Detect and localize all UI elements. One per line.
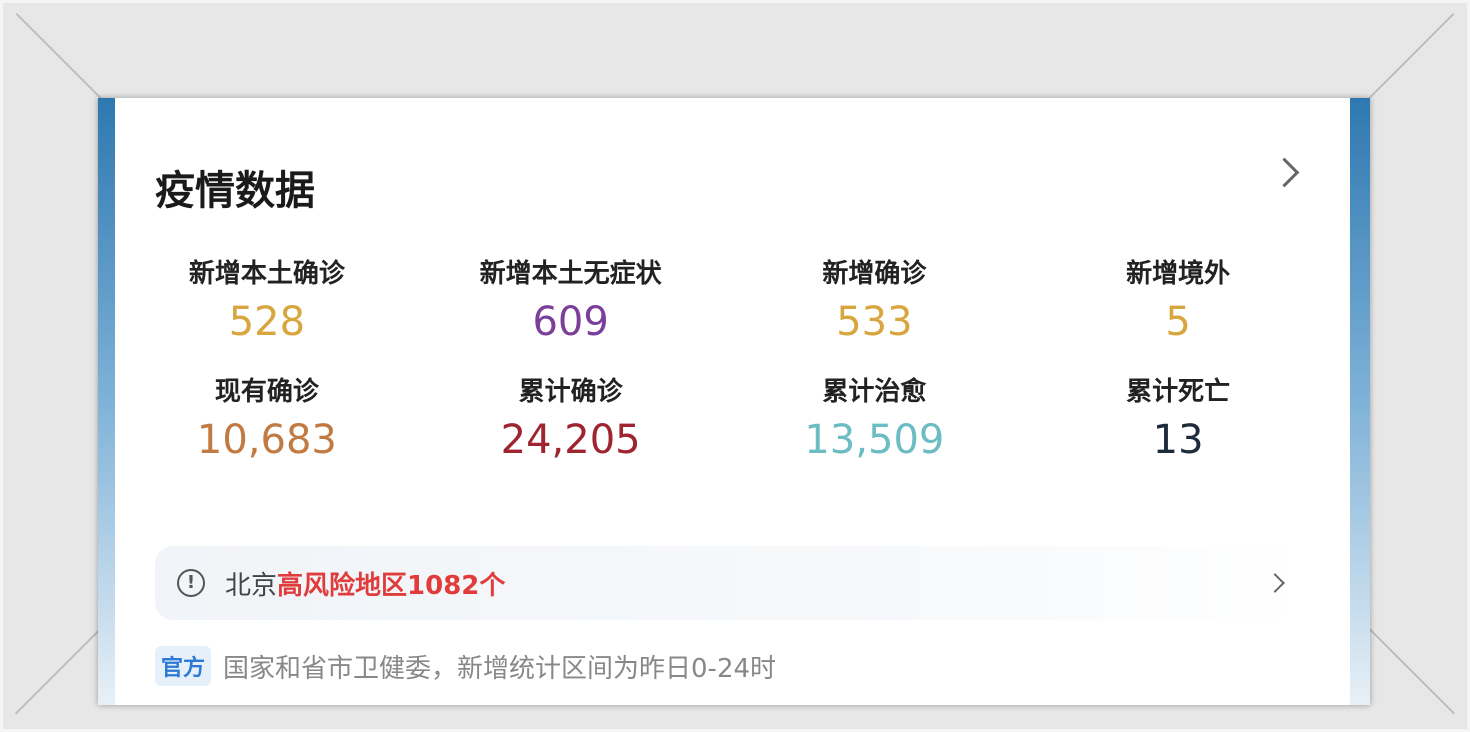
stat-item: 新增本土无症状 609	[419, 253, 723, 345]
frame-bevel	[1364, 13, 1455, 103]
stat-value: 533	[836, 299, 913, 345]
notice-highlight: 高风险地区1082个	[277, 570, 506, 601]
notice-region: 北京	[225, 570, 278, 601]
stat-value: 24,205	[500, 417, 641, 463]
left-edge-strip	[98, 98, 116, 705]
stat-label: 累计治愈	[822, 377, 927, 407]
card-title: 疫情数据	[155, 168, 315, 214]
right-edge-strip	[1350, 98, 1370, 705]
stat-label: 新增本土无症状	[479, 259, 662, 289]
stat-label: 现有确诊	[214, 377, 319, 407]
stat-value: 5	[1165, 299, 1191, 345]
stat-label: 新增确诊	[822, 259, 927, 289]
stat-label: 新增本土确诊	[188, 259, 345, 289]
frame-bevel	[15, 624, 105, 715]
epidemic-data-card[interactable]: 疫情数据 新增本土确诊 528 新增本土无症状 609 新增确诊 533 新增境外 5 现有确诊…	[115, 98, 1350, 705]
stat-value: 609	[532, 299, 609, 345]
stat-label: 新增境外	[1126, 259, 1231, 289]
source-line: 官方 国家和省市卫健委，新增统计区间为昨日0-24时	[155, 646, 776, 686]
stat-item: 累计确诊 24,205	[419, 371, 723, 463]
frame-bevel	[1365, 624, 1455, 715]
frame-bevel	[15, 13, 106, 103]
stat-value: 13	[1152, 417, 1204, 463]
exclamation-circle-icon: !	[177, 569, 205, 597]
stat-label: 累计死亡	[1126, 377, 1231, 407]
source-text: 国家和省市卫健委，新增统计区间为昨日0-24时	[223, 653, 777, 684]
stats-grid: 新增本土确诊 528 新增本土无症状 609 新增确诊 533 新增境外 5 现有确诊 10,68…	[115, 253, 1350, 463]
stat-item: 累计死亡 13	[1026, 371, 1330, 463]
screen-content: 疫情数据 新增本土确诊 528 新增本土无症状 609 新增确诊 533 新增境外 5 现有确诊…	[98, 98, 1370, 705]
stat-value: 528	[228, 299, 306, 345]
stat-item: 新增本土确诊 528	[115, 253, 419, 345]
stat-value: 10,683	[196, 417, 337, 463]
stat-value: 13,509	[804, 417, 945, 463]
stat-item: 新增确诊 533	[723, 253, 1027, 345]
official-badge: 官方	[155, 646, 212, 686]
chevron-right-icon[interactable]	[1265, 573, 1285, 593]
high-risk-notice[interactable]: ! 北京 高风险地区1082个	[155, 546, 1302, 620]
stat-item: 累计治愈 13,509	[723, 371, 1027, 463]
chevron-right-icon[interactable]	[1269, 157, 1300, 188]
stat-label: 累计确诊	[518, 377, 623, 407]
stat-item: 新增境外 5	[1026, 253, 1330, 345]
stat-item: 现有确诊 10,683	[115, 371, 419, 463]
